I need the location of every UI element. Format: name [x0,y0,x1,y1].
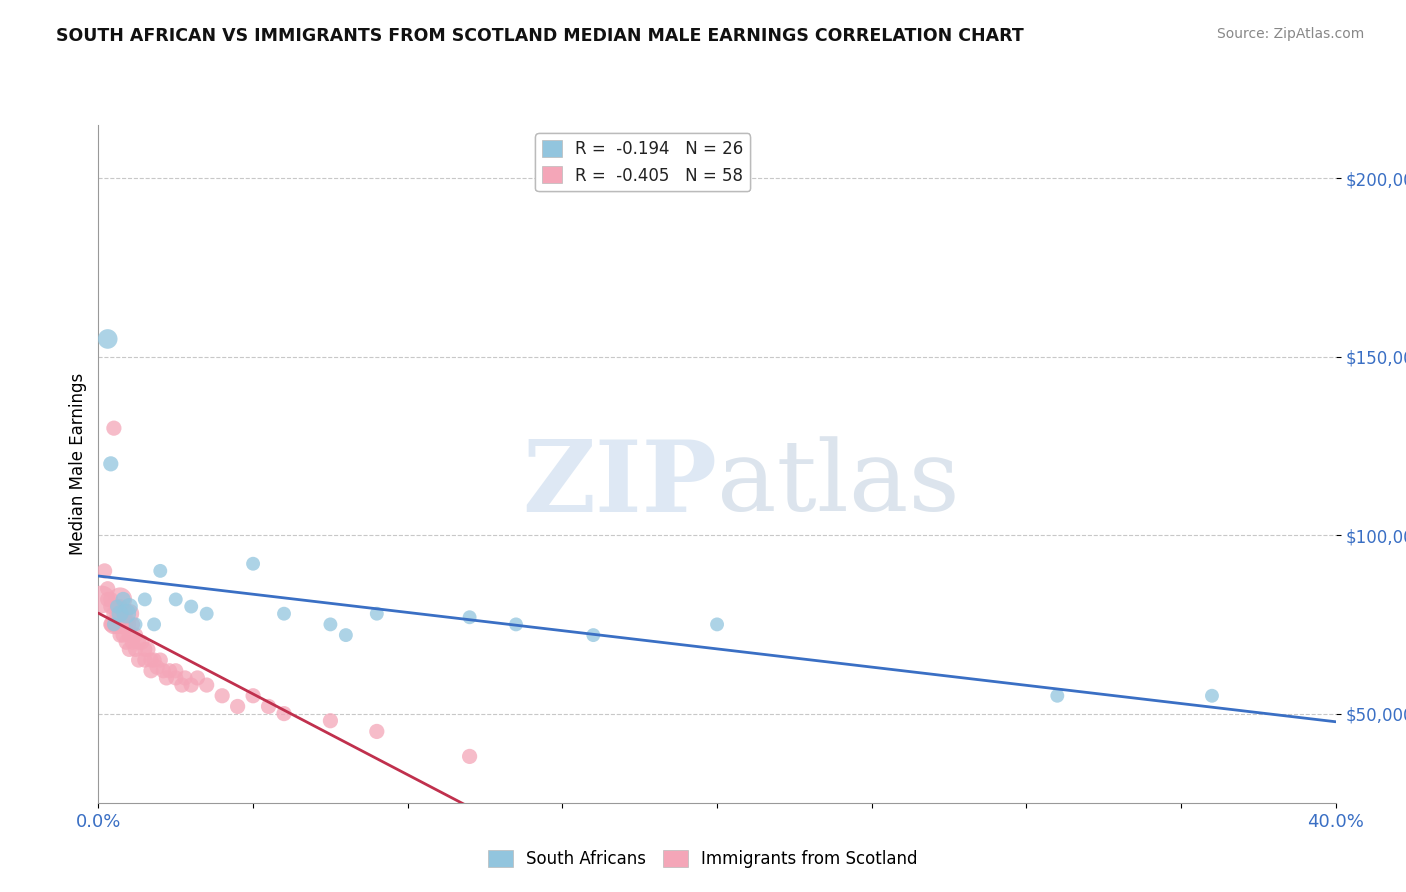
Point [108,607,131,621]
Point [706,617,728,632]
Point [458,749,481,764]
Point [195,607,218,621]
Point [152,664,174,678]
Text: SOUTH AFRICAN VS IMMIGRANTS FROM SCOTLAND MEDIAN MALE EARNINGS CORRELATION CHART: SOUTH AFRICAN VS IMMIGRANTS FROM SCOTLAN… [56,27,1024,45]
Point [242,557,264,571]
Point [108,607,131,621]
Point [118,628,141,642]
Point [105,599,128,614]
Point [121,635,143,649]
Point [108,599,131,614]
Point [100,592,122,607]
Point [124,642,146,657]
Point [1201,689,1223,703]
Point [180,678,202,692]
Point [186,671,208,685]
Point [165,664,187,678]
Point [149,564,172,578]
Point [115,617,138,632]
Point [128,653,150,667]
Point [170,678,193,692]
Point [195,678,218,692]
Point [582,628,605,642]
Point [103,617,125,632]
Point [97,582,120,596]
Point [366,724,388,739]
Point [97,332,120,346]
Point [165,671,187,685]
Point [146,660,169,674]
Y-axis label: Median Male Earnings: Median Male Earnings [69,373,87,555]
Point [100,599,122,614]
Point [505,617,527,632]
Point [100,617,122,632]
Point [118,599,141,614]
Point [115,635,138,649]
Point [134,592,156,607]
Legend: South Africans, Immigrants from Scotland: South Africans, Immigrants from Scotland [481,843,925,875]
Point [1046,689,1069,703]
Point [134,653,156,667]
Point [93,564,115,578]
Point [131,635,153,649]
Point [226,699,249,714]
Point [143,617,166,632]
Text: ZIP: ZIP [522,435,717,533]
Point [458,610,481,624]
Point [174,671,197,685]
Point [108,592,131,607]
Point [112,617,135,632]
Point [180,599,202,614]
Point [108,628,131,642]
Point [112,628,135,642]
Point [103,421,125,435]
Point [124,628,146,642]
Legend: R =  -0.194   N = 26, R =  -0.405   N = 58: R = -0.194 N = 26, R = -0.405 N = 58 [536,133,751,191]
Point [105,617,128,632]
Point [118,642,141,657]
Point [155,671,177,685]
Point [118,607,141,621]
Point [112,607,135,621]
Point [103,617,125,632]
Point [242,689,264,703]
Point [115,607,138,621]
Point [100,457,122,471]
Point [143,653,166,667]
Point [366,607,388,621]
Point [112,592,135,607]
Point [139,664,162,678]
Point [128,635,150,649]
Point [103,607,125,621]
Point [134,642,156,657]
Text: Source: ZipAtlas.com: Source: ZipAtlas.com [1216,27,1364,41]
Point [124,617,146,632]
Point [273,607,295,621]
Point [97,592,120,607]
Point [149,653,172,667]
Point [136,642,159,657]
Point [319,617,342,632]
Point [335,628,357,642]
Text: atlas: atlas [717,436,960,532]
Point [90,592,112,607]
Point [105,599,128,614]
Point [159,664,181,678]
Point [121,617,143,632]
Point [165,592,187,607]
Point [257,699,280,714]
Point [273,706,295,721]
Point [319,714,342,728]
Point [105,607,128,621]
Point [139,653,162,667]
Point [211,689,233,703]
